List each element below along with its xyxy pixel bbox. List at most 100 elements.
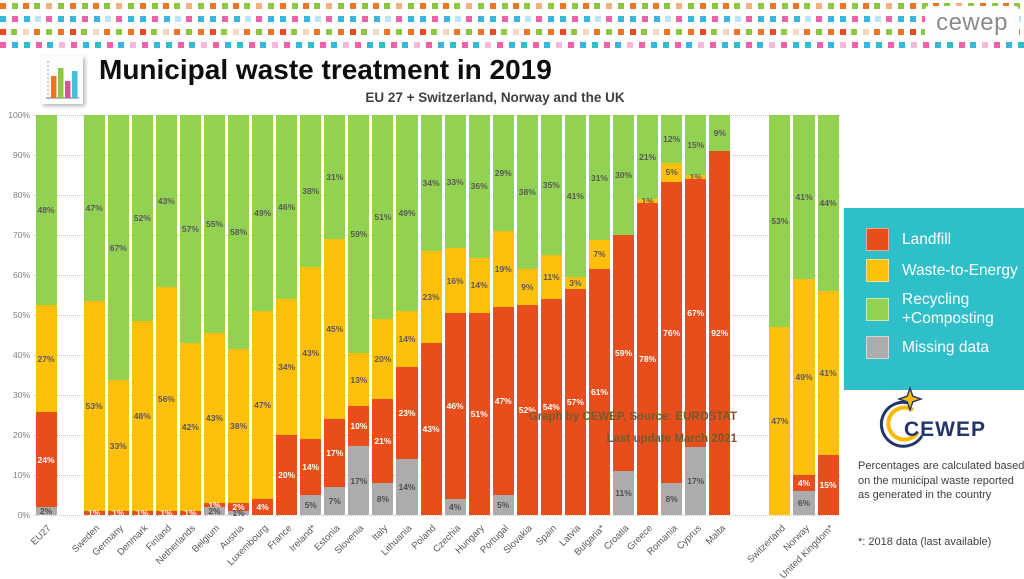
- wte-segment: 43%: [300, 267, 322, 439]
- bar-cyprus: 15% 1% 67% 17%: [685, 115, 707, 515]
- bar-slot: 29% 19% 47% 5% Portugal: [478, 115, 515, 556]
- recycling-segment: 46%: [276, 115, 298, 299]
- header-dots-row: [0, 42, 1024, 48]
- segment-value-label: 31%: [590, 172, 608, 183]
- segment-value-label: 1%: [136, 507, 149, 518]
- chart-legend: Landfill Waste-to-Energy Recycling +Compost…: [844, 208, 1024, 390]
- wte-segment: 42%: [179, 343, 201, 511]
- landfill-segment: 15%: [817, 455, 839, 515]
- segment-value-label: 47%: [494, 395, 512, 406]
- segment-value-label: 6%: [797, 497, 811, 508]
- recycling-segment: 59%: [348, 115, 370, 354]
- landfill-segment: 78%: [637, 203, 659, 515]
- legend-label-line: Missing data: [902, 339, 990, 356]
- x-axis-label: Croatia: [601, 523, 632, 553]
- missing-segment: 6%: [793, 491, 815, 515]
- wte-segment: 41%: [817, 291, 839, 455]
- recycling-segment: 35%: [540, 115, 562, 255]
- landfill-segment: 10%: [348, 405, 370, 447]
- recycling-segment: 57%: [179, 115, 201, 343]
- segment-value-label: 49%: [795, 371, 813, 382]
- bars-container: 48% 27% 24% 2% EU27 47% 53% 1% Sweden 67% 33% 1% Ger…: [29, 115, 840, 579]
- bar-germany: 67% 33% 1%: [107, 115, 129, 517]
- recycling-segment: 29%: [492, 115, 514, 231]
- segment-value-label: 9%: [521, 281, 534, 292]
- wte-segment: 48%: [131, 320, 153, 512]
- segment-value-label: 24%: [37, 454, 55, 465]
- segment-value-label: 20%: [374, 353, 392, 364]
- segment-value-label: 15%: [819, 479, 837, 490]
- group-gap: [732, 115, 768, 515]
- y-axis-tick-label: 80%: [12, 190, 30, 200]
- landfill-segment: 43%: [420, 343, 442, 515]
- wte-segment: 13%: [348, 353, 370, 406]
- wte-segment: 14%: [396, 311, 418, 367]
- segment-value-label: 33%: [446, 176, 464, 187]
- bar-lithuania: 49% 14% 23% 14%: [396, 115, 418, 515]
- bar-czechia: 33% 16% 46% 4%: [444, 115, 466, 515]
- bar-slot: 30% 59% 11% Croatia: [602, 115, 636, 552]
- segment-value-label: 53%: [771, 215, 789, 226]
- bar-switzerland: 53% 47%: [769, 115, 791, 515]
- landfill-segment: 46%: [444, 312, 466, 499]
- legend-label-line: Landfill: [902, 231, 952, 248]
- missing-segment: 4%: [444, 498, 466, 515]
- cewep-logo-text: CEWEP: [904, 418, 987, 441]
- bar-slot: 41% 3% 57% Latvia: [557, 115, 587, 549]
- landfill-segment: 47%: [492, 307, 514, 495]
- landfill-segment: 1%: [155, 509, 177, 517]
- landfill-segment: 76%: [661, 182, 683, 484]
- bar-slot: 41% 49% 4% 6% Norway: [781, 115, 816, 554]
- landfill-segment: 17%: [324, 419, 346, 487]
- segment-value-label: 47%: [771, 415, 789, 426]
- recycling-segment: 34%: [420, 115, 442, 251]
- landfill-segment: 2%: [228, 503, 250, 511]
- segment-value-label: 4%: [256, 501, 269, 512]
- segment-value-label: 17%: [350, 475, 368, 486]
- segment-value-label: 57%: [566, 396, 584, 407]
- segment-value-label: 8%: [376, 493, 390, 504]
- segment-value-label: 34%: [278, 361, 296, 372]
- bar-ireland: 38% 43% 14% 5%: [300, 115, 322, 515]
- cewep-logo: CEWEP: [868, 385, 1008, 458]
- segment-value-label: 20%: [278, 469, 296, 480]
- segment-value-label: 16%: [446, 275, 464, 286]
- crescent-star-icon: [879, 385, 924, 448]
- landfill-segment: 61%: [588, 268, 610, 515]
- landfill-segment: 21%: [372, 399, 394, 483]
- segment-value-label: 34%: [422, 177, 440, 188]
- segment-value-label: 51%: [470, 408, 488, 419]
- missing-segment: 5%: [300, 495, 322, 515]
- landfill-segment: 20%: [276, 435, 298, 515]
- bar-slovenia: 59% 13% 10% 17%: [348, 115, 370, 515]
- missing-segment: 17%: [348, 446, 370, 515]
- landfill-segment: 1%: [83, 509, 105, 517]
- landfill-segment: 24%: [35, 412, 57, 508]
- wte-segment: 47%: [769, 327, 791, 515]
- landfill-segment: 1%: [203, 499, 225, 510]
- recycling-segment: 38%: [516, 115, 538, 269]
- recycling-segment: 43%: [155, 115, 177, 287]
- bar-slot: 53% 47% Switzerland: [745, 115, 792, 566]
- wte-segment: 11%: [540, 255, 562, 299]
- bar-france: 46% 34% 20%: [276, 115, 298, 515]
- wte-segment: 7%: [588, 240, 610, 269]
- segment-value-label: 38%: [230, 420, 248, 431]
- segment-value-label: 61%: [590, 386, 608, 397]
- segment-value-label: 3%: [569, 278, 582, 289]
- segment-value-label: 7%: [328, 495, 341, 506]
- recycling-segment: 9%: [709, 115, 731, 151]
- bar-slot: 58% 38% 2% 1% Austria: [218, 115, 251, 552]
- y-axis-tick-label: 20%: [12, 430, 30, 440]
- wte-segment: 16%: [444, 248, 466, 313]
- bar-malta: 9% 92%: [709, 115, 731, 515]
- x-axis-label: Spain: [534, 523, 560, 548]
- segment-value-label: 1%: [208, 499, 221, 510]
- bar-finland: 43% 56% 1%: [155, 115, 177, 517]
- wte-segment: 34%: [276, 299, 298, 435]
- bar-united-kingdom: 44% 41% 15%: [817, 115, 839, 515]
- segment-value-label: 1%: [184, 507, 197, 518]
- bar-slot: 34% 23% 43% Poland: [410, 115, 443, 552]
- missing-segment: 2%: [203, 507, 225, 515]
- segment-value-label: 9%: [713, 127, 726, 138]
